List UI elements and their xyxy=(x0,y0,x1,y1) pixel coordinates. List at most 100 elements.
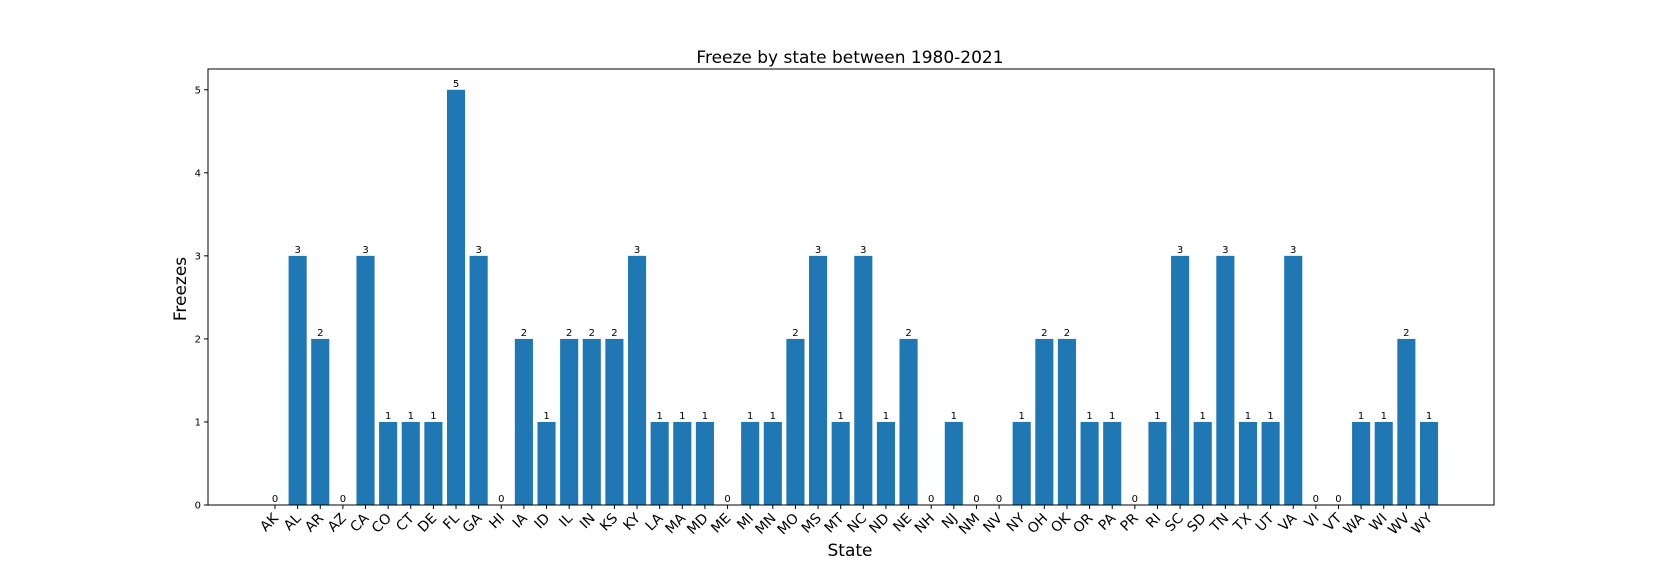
data-label-me: 0 xyxy=(724,494,730,505)
x-tick-label-ne: NE xyxy=(890,511,915,536)
bar-ca xyxy=(356,255,375,505)
x-tick-label-nm: NM xyxy=(956,511,983,538)
bars-group xyxy=(288,89,1439,505)
x-tick-label-ny: NY xyxy=(1004,510,1029,535)
bar-sc xyxy=(1171,255,1190,505)
data-label-mi: 1 xyxy=(747,411,753,422)
data-label-mt: 1 xyxy=(838,411,844,422)
data-label-or: 1 xyxy=(1086,411,1092,422)
bar-or xyxy=(1080,421,1099,505)
bar-ky xyxy=(627,255,647,505)
data-label-ok: 2 xyxy=(1064,328,1070,339)
bar-id xyxy=(537,421,556,505)
data-label-co: 1 xyxy=(385,411,391,422)
x-tick-label-tn: TN xyxy=(1207,511,1232,536)
x-tick-label-ky: KY xyxy=(620,510,644,534)
data-label-fl: 5 xyxy=(453,79,459,90)
data-label-va: 3 xyxy=(1290,245,1296,256)
data-label-mo: 2 xyxy=(792,328,798,339)
bar-wv xyxy=(1397,338,1416,505)
x-tick-label-fl: FL xyxy=(440,510,463,533)
data-label-hi: 0 xyxy=(498,494,504,505)
x-tick-label-ct: CT xyxy=(393,510,418,535)
x-tick-label-ks: KS xyxy=(597,510,621,534)
x-tick-label-mt: MT xyxy=(822,510,848,536)
bar-la xyxy=(650,421,669,505)
y-tick-label-4: 4 xyxy=(195,168,201,179)
bar-tx xyxy=(1238,421,1258,505)
data-label-in: 2 xyxy=(589,328,595,339)
x-tick-label-la: LA xyxy=(643,510,667,534)
bar-il xyxy=(560,338,579,505)
x-tick-label-nv: NV xyxy=(980,510,1006,536)
x-tick-label-wy: WY xyxy=(1409,510,1436,537)
bar-ri xyxy=(1148,421,1167,505)
x-tick-label-ar: AR xyxy=(302,510,327,535)
data-label-ar: 2 xyxy=(317,328,323,339)
bar-ok xyxy=(1057,338,1077,505)
x-tick-label-ut: UT xyxy=(1253,510,1278,535)
data-label-nd: 1 xyxy=(883,411,889,422)
bar-co xyxy=(379,421,398,505)
data-label-nj: 1 xyxy=(951,411,957,422)
x-tick-label-ga: GA xyxy=(460,510,486,536)
data-labels-group: 0 3 2 0 3 1 1 1 5 3 0 2 1 2 2 2 3 1 1 1 0 1 1 2 3 1 3 1 2 0 1 0 0 1 2 2 1 1 0 1… xyxy=(272,79,1432,505)
data-label-ks: 2 xyxy=(611,328,617,339)
data-label-ga: 3 xyxy=(475,245,481,256)
data-label-ak: 0 xyxy=(272,494,278,505)
data-label-oh: 2 xyxy=(1041,328,1047,339)
bar-mt xyxy=(831,421,850,505)
plot-frame xyxy=(207,68,1495,506)
x-tick-label-wv: WV xyxy=(1385,510,1413,538)
data-label-pa: 1 xyxy=(1109,411,1115,422)
data-label-la: 1 xyxy=(656,411,662,422)
data-label-pr: 0 xyxy=(1132,494,1138,505)
data-label-ne: 2 xyxy=(905,328,911,339)
bar-wi xyxy=(1374,421,1393,505)
data-label-ut: 1 xyxy=(1267,411,1273,422)
y-axis-label: Freezes xyxy=(171,257,191,321)
data-label-tx: 1 xyxy=(1245,411,1251,422)
x-tick-label-wa: WA xyxy=(1341,510,1369,538)
bar-mi xyxy=(741,421,760,505)
bar-tn xyxy=(1216,255,1235,505)
data-label-nc: 3 xyxy=(860,245,866,256)
bar-ma xyxy=(673,421,692,505)
data-label-id: 1 xyxy=(543,411,549,422)
bar-nd xyxy=(876,421,895,505)
x-tick-label-de: DE xyxy=(415,511,440,536)
data-label-vi: 0 xyxy=(1313,494,1319,505)
y-tick-label-0: 0 xyxy=(195,501,201,512)
data-label-ca: 3 xyxy=(362,245,368,256)
bar-mn xyxy=(763,421,782,505)
x-tick-label-md: MD xyxy=(684,511,711,538)
bar-ms xyxy=(809,255,828,505)
x-tick-label-ms: MS xyxy=(799,510,825,536)
data-label-ny: 1 xyxy=(1019,411,1025,422)
data-label-ri: 1 xyxy=(1154,411,1160,422)
x-tick-label-al: AL xyxy=(281,510,305,534)
bar-ar xyxy=(311,338,330,505)
data-label-al: 3 xyxy=(294,245,300,256)
bar-al xyxy=(288,255,307,505)
bar-wa xyxy=(1352,421,1371,505)
bar-ia xyxy=(514,338,533,505)
x-tick-label-me: ME xyxy=(708,511,734,537)
bar-ct xyxy=(401,421,420,505)
data-label-ky: 3 xyxy=(634,245,640,256)
data-label-nv: 0 xyxy=(996,494,1002,505)
data-label-de: 1 xyxy=(430,411,436,422)
bar-mo xyxy=(786,338,805,505)
x-tick-label-mn: MN xyxy=(752,511,779,538)
x-tick-label-or: OR xyxy=(1070,510,1096,536)
bar-ut xyxy=(1261,421,1280,505)
bar-de xyxy=(424,421,443,505)
x-tick-label-ia: IA xyxy=(510,510,531,531)
x-tick-label-tx: TX xyxy=(1230,510,1255,535)
x-tick-label-ok: OK xyxy=(1048,510,1074,536)
data-label-nm: 0 xyxy=(973,494,979,505)
x-tick-label-az: AZ xyxy=(325,511,350,536)
x-tick-label-il: IL xyxy=(556,510,576,530)
data-label-wv: 2 xyxy=(1403,328,1409,339)
